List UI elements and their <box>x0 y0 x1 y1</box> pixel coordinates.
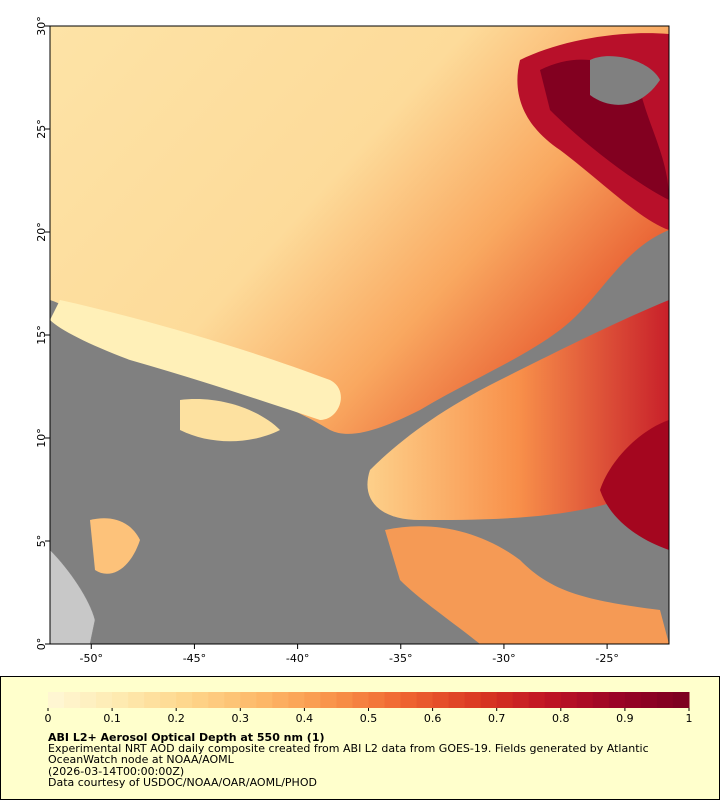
colorbar-tick-label: 0 <box>45 712 52 725</box>
y-tick-label: 15° <box>35 325 48 345</box>
title: ABI L2+ Aerosol Optical Depth at 550 nm … <box>48 731 325 744</box>
colorbar-cell <box>64 692 81 708</box>
colorbar-cell <box>336 692 353 708</box>
colorbar-cell <box>160 692 177 708</box>
colorbar-cell <box>576 692 594 708</box>
colorbar-cell <box>560 692 578 708</box>
colorbar-cell <box>544 692 562 708</box>
x-tick-label: -25° <box>595 652 618 665</box>
colorbar-cell <box>208 692 225 708</box>
credit: Data courtesy of USDOC/NOAA/OAR/AOML/PHO… <box>48 776 317 789</box>
axes: -50° -45° -40° -35° -30° -25° 0° 5° 10° 15° 20° 25°… <box>35 16 619 665</box>
colorbar-cell <box>352 692 369 708</box>
aerosol-high <box>600 420 669 550</box>
colorbar-cell <box>192 692 209 708</box>
colorbar-cell <box>624 692 642 708</box>
colorbar-cell <box>256 692 273 708</box>
colorbar-cell <box>224 692 241 708</box>
colorbar-cell <box>384 692 402 708</box>
colorbar-cell <box>128 692 145 708</box>
x-tick-label: -45° <box>183 652 206 665</box>
description: OceanWatch node at NOAA/AOML <box>48 753 235 766</box>
x-tick-label: -30° <box>492 652 515 665</box>
colorbar-cell <box>368 692 386 708</box>
colorbar-cell <box>672 692 690 708</box>
y-tick-label: 20° <box>35 222 48 242</box>
aerosol-field <box>180 399 280 442</box>
colorbar-cell <box>96 692 113 708</box>
colorbar-tick-label: 0.7 <box>488 712 506 725</box>
date: (2026-03-14T00:00:00Z) <box>48 765 184 778</box>
colorbar-tick-label: 0.4 <box>296 712 314 725</box>
colorbar-cell <box>176 692 193 708</box>
colorbar-cell <box>480 692 498 708</box>
colorbar-cell <box>272 692 289 708</box>
colorbar-cell <box>320 692 337 708</box>
colorbar-cell <box>288 692 305 708</box>
y-tick-label: 0° <box>35 638 48 651</box>
colorbar-cell <box>240 692 257 708</box>
colorbar-cell <box>112 692 129 708</box>
colorbar-cell <box>528 692 546 708</box>
aerosol-field <box>367 300 669 520</box>
colorbar-tick-label: 0.8 <box>552 712 570 725</box>
colorbar-cell <box>592 692 610 708</box>
colorbar-cell <box>304 692 321 708</box>
colorbar-tick-label: 0.3 <box>232 712 250 725</box>
colorbar-cell <box>464 692 482 708</box>
colorbar-cell <box>400 692 418 708</box>
x-tick-label: -50° <box>80 652 103 665</box>
colorbar-tick-label: 0.6 <box>424 712 442 725</box>
aerosol-field <box>90 518 140 574</box>
colorbar-tick-label: 1 <box>686 712 693 725</box>
colorbar-cell <box>512 692 530 708</box>
colorbar-cell <box>496 692 514 708</box>
colorbar-cell <box>48 692 65 708</box>
aerosol-field <box>385 526 669 644</box>
colorbar-tick-label: 0.1 <box>103 712 121 725</box>
colorbar-cell <box>80 692 97 708</box>
colorbar-cell <box>608 692 626 708</box>
colorbar-cell <box>144 692 161 708</box>
colorbar-cell <box>432 692 450 708</box>
x-tick-label: -40° <box>286 652 309 665</box>
no-data <box>590 56 660 105</box>
colorbar-tick-label: 0.2 <box>167 712 185 725</box>
colorbar-cell <box>416 692 434 708</box>
colorbar-tick-label: 0.9 <box>616 712 634 725</box>
colorbar-cell <box>448 692 466 708</box>
aerosol-field <box>50 300 341 420</box>
colorbar-cell <box>640 692 658 708</box>
aerosol-field <box>50 26 669 434</box>
colorbar-tick-label: 0.5 <box>360 712 378 725</box>
description: Experimental NRT AOD daily composite cre… <box>48 742 649 755</box>
map-area <box>50 26 669 644</box>
colorbar: 0 0.1 0.2 0.3 0.4 0.5 0.6 0.7 0.8 0.9 1 <box>45 692 693 725</box>
colorbar-cell <box>656 692 674 708</box>
y-tick-label: 5° <box>35 535 48 548</box>
y-tick-label: 25° <box>35 119 48 139</box>
x-tick-label: -35° <box>389 652 412 665</box>
land <box>50 549 96 644</box>
y-tick-label: 10° <box>35 428 48 448</box>
y-tick-label: 30° <box>35 16 48 36</box>
